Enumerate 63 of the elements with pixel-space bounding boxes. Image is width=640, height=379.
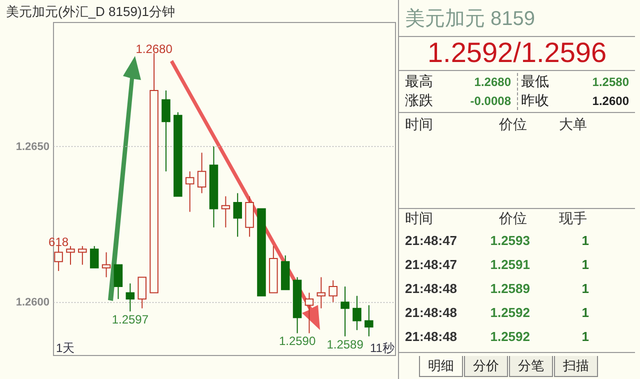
candlestick bbox=[114, 264, 123, 300]
text: 1.2591 bbox=[490, 257, 530, 272]
candlestick bbox=[233, 192, 242, 238]
text: 1.2580 bbox=[592, 75, 629, 89]
text: 1 bbox=[582, 257, 589, 272]
text: 价位 bbox=[499, 116, 527, 134]
text: 1 bbox=[582, 281, 589, 296]
text: 1 bbox=[582, 233, 589, 248]
text: 分笔 bbox=[509, 356, 553, 377]
candlestick bbox=[221, 196, 230, 228]
annotation: 1.2590 bbox=[278, 334, 316, 348]
annotation: 1天 bbox=[56, 340, 75, 357]
candlestick bbox=[126, 282, 135, 312]
text: 1.2600 bbox=[592, 94, 629, 108]
candlestick bbox=[78, 246, 87, 266]
text: 最低 bbox=[521, 73, 549, 91]
candlestick bbox=[197, 152, 206, 194]
candlestick bbox=[304, 292, 314, 334]
text: 扫描 bbox=[554, 356, 598, 377]
annotation: 1.2597 bbox=[112, 312, 149, 326]
candlestick bbox=[138, 276, 146, 309]
text: 涨跌 bbox=[405, 92, 433, 110]
candlestick bbox=[66, 246, 75, 266]
text: 明细 bbox=[419, 356, 463, 377]
text: 1.2592 bbox=[490, 305, 530, 320]
text: 1.2592/1.2596 bbox=[426, 37, 608, 69]
annotation: 1.2589 bbox=[326, 337, 364, 352]
text: 1.2592 bbox=[490, 329, 530, 344]
chart-title: 美元加元(外汇_D 8159)1分钟 bbox=[6, 3, 176, 21]
text: 1 bbox=[582, 329, 589, 344]
candlestick bbox=[340, 286, 350, 337]
candlestick bbox=[364, 304, 374, 337]
text: -0.0008 bbox=[470, 94, 511, 108]
text: 1.2680 bbox=[474, 75, 511, 89]
annotation: 11秒 bbox=[370, 340, 394, 357]
candlestick bbox=[54, 246, 63, 272]
annotation: 618 bbox=[48, 235, 69, 250]
text: 昨收 bbox=[521, 92, 549, 110]
text: 21:48:47 bbox=[405, 233, 458, 248]
candlestick bbox=[162, 90, 170, 172]
text: 21:48:47 bbox=[405, 257, 458, 272]
candlestick bbox=[352, 295, 362, 331]
text: 现手 bbox=[559, 210, 587, 228]
candlestick bbox=[90, 246, 99, 268]
text: 分价 bbox=[464, 356, 508, 377]
text: 美元加元 8159 bbox=[405, 7, 536, 32]
text: 时间 bbox=[405, 116, 433, 134]
candlestick bbox=[102, 252, 111, 278]
candlestick bbox=[185, 170, 194, 212]
text: 1.2589 bbox=[490, 281, 530, 296]
text: 最高 bbox=[405, 73, 433, 91]
annotation: 1.2680 bbox=[136, 42, 173, 56]
text: 时间 bbox=[405, 210, 433, 228]
text: 1 bbox=[582, 305, 589, 320]
candlestick bbox=[328, 280, 338, 303]
text: 21:48:48 bbox=[405, 281, 458, 296]
text: 21:48:48 bbox=[405, 329, 458, 344]
text: 价位 bbox=[499, 210, 527, 228]
text: 21:48:48 bbox=[405, 305, 458, 320]
text: 大单 bbox=[559, 116, 587, 134]
candlestick bbox=[316, 276, 326, 309]
text: 1.2593 bbox=[490, 233, 530, 248]
y-tick-label: 1.2650 bbox=[16, 140, 50, 153]
